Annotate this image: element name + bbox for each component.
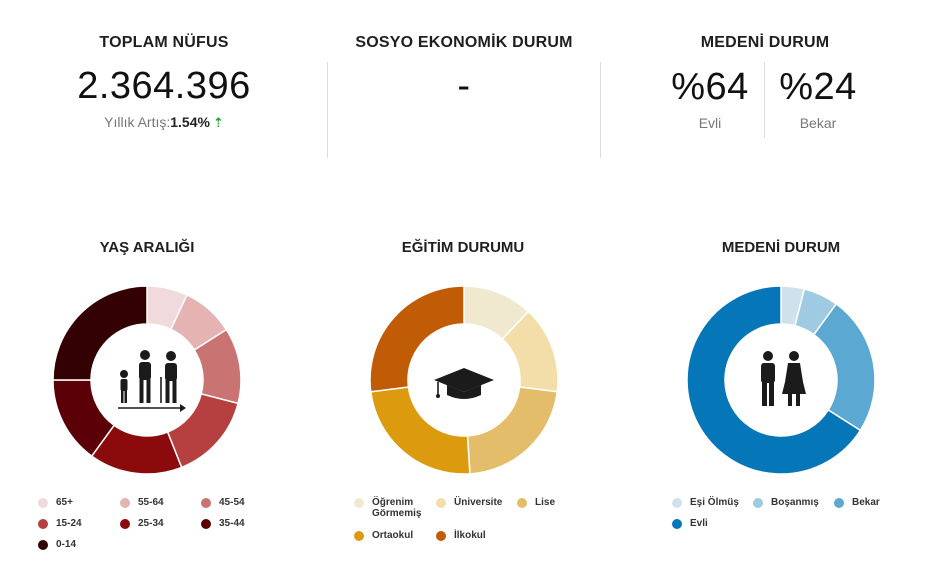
legend-dot — [354, 531, 364, 541]
marital-chart-title: MEDENİ DURUM — [721, 239, 841, 256]
legend-label: Üniversite — [454, 497, 503, 508]
donut-slice-ortaokul — [369, 386, 471, 475]
legend-label: 0-14 — [56, 539, 77, 550]
education-chart-title: EĞİTİM DURUMU — [401, 239, 525, 256]
legend-item-lise: Lise — [517, 497, 555, 508]
legend-label: Bekar — [852, 497, 880, 508]
donut-slice-0-14 — [52, 285, 148, 381]
family-age-icon — [118, 350, 186, 412]
donut-slice-lise — [466, 386, 559, 475]
growth-label: Yıllık Artış: — [104, 114, 171, 130]
legend-label: Ortaokul — [372, 530, 414, 541]
legend-item-15-24: 15-24 — [38, 518, 82, 529]
couple-icon — [761, 351, 806, 406]
marital-legend: Eşi Ölmüş Boşanmış Bekar Evli — [672, 497, 912, 537]
divider — [327, 62, 328, 158]
arrow-up-icon: ⇡ — [212, 115, 224, 130]
legend-dot — [354, 498, 364, 508]
marital-title: MEDENİ DURUM — [700, 34, 830, 51]
education-legend: Öğrenim Görmemiş Üniversite Lise Ortaoku… — [354, 497, 594, 547]
legend-item-evli: Evli — [672, 518, 708, 529]
single-stat: %24 Bekar — [768, 66, 868, 131]
legend-label: 25-34 — [138, 518, 164, 529]
legend-item-bekar: Bekar — [834, 497, 880, 508]
legend-dot — [436, 531, 446, 541]
socio-economic-stat: SOSYO EKONOMİK DURUM - — [335, 0, 593, 108]
legend-dot — [38, 519, 48, 529]
legend-item-55-64: 55-64 — [120, 497, 164, 508]
donut-slice-evli — [686, 285, 862, 475]
legend-label: Boşanmış — [771, 497, 819, 508]
legend-item-25-34: 25-34 — [120, 518, 164, 529]
donut-slice-bekar — [812, 302, 876, 432]
total-population-title: TOPLAM NÜFUS — [99, 34, 229, 51]
total-population-stat: TOPLAM NÜFUS 2.364.396 Yıllık Artış:1.54… — [40, 0, 288, 131]
legend-dot — [38, 498, 48, 508]
legend-dot — [201, 498, 211, 508]
legend-label: Öğrenim Görmemiş — [372, 497, 422, 519]
marital-donut-chart — [686, 285, 876, 475]
education-donut-chart — [369, 285, 559, 475]
graduation-cap-icon — [434, 368, 494, 399]
growth-line: Yıllık Artış:1.54% ⇡ — [40, 114, 288, 131]
divider — [764, 62, 765, 138]
legend-label: 35-44 — [219, 518, 245, 529]
legend-item-35-44: 35-44 — [201, 518, 245, 529]
age-legend: 65+ 55-64 45-54 15-24 25-34 35-44 0-14 — [38, 497, 278, 557]
age-chart-title: YAŞ ARALIĞI — [99, 239, 195, 256]
married-value: %64 — [671, 66, 749, 108]
donut-slice-i-lkokul — [369, 285, 465, 393]
legend-dot — [120, 519, 130, 529]
socio-economic-value: - — [457, 65, 471, 107]
legend-item-ilkokul: İlkokul — [436, 530, 486, 541]
legend-dot — [201, 519, 211, 529]
legend-dot — [38, 540, 48, 550]
marital-stat: MEDENİ DURUM — [640, 0, 890, 52]
legend-item-universite: Üniversite — [436, 497, 502, 508]
single-value: %24 — [779, 66, 857, 108]
legend-item-0-14: 0-14 — [38, 539, 76, 550]
married-stat: %64 Evli — [660, 66, 760, 131]
total-population-value: 2.364.396 — [77, 65, 251, 107]
growth-value: 1.54% — [170, 114, 210, 130]
legend-label: 55-64 — [138, 497, 164, 508]
legend-dot — [436, 498, 446, 508]
single-label: Bekar — [799, 115, 837, 131]
divider — [600, 62, 601, 158]
donut-slice-15-24 — [166, 393, 239, 469]
married-label: Evli — [698, 115, 722, 131]
legend-label: 15-24 — [56, 518, 82, 529]
legend-label: Eşi Ölmüş — [690, 497, 739, 508]
legend-dot — [834, 498, 844, 508]
legend-label: İlkokul — [454, 530, 486, 541]
legend-label: 45-54 — [219, 497, 245, 508]
legend-item-bosanmis: Boşanmış — [753, 497, 819, 508]
legend-item-ogrenim-gormemis: Öğrenim Görmemiş — [354, 497, 424, 519]
legend-item-65-plus: 65+ — [38, 497, 73, 508]
legend-label: 65+ — [56, 497, 73, 508]
legend-dot — [753, 498, 763, 508]
legend-item-esi-olmus: Eşi Ölmüş — [672, 497, 739, 508]
legend-dot — [120, 498, 130, 508]
legend-label: Lise — [535, 497, 556, 508]
age-donut-chart — [52, 285, 242, 475]
socio-economic-title: SOSYO EKONOMİK DURUM — [355, 34, 573, 51]
legend-dot — [672, 498, 682, 508]
legend-dot — [672, 519, 682, 529]
legend-dot — [517, 498, 527, 508]
legend-item-ortaokul: Ortaokul — [354, 530, 413, 541]
legend-item-45-54: 45-54 — [201, 497, 245, 508]
legend-label: Evli — [690, 518, 708, 529]
